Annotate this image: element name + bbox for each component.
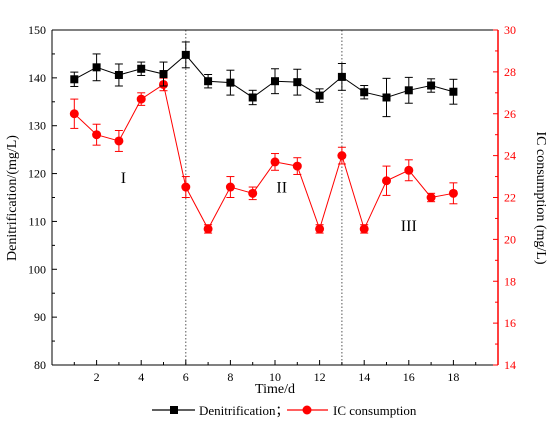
- ic-consumption-point: [315, 224, 325, 234]
- denitrification-point: [337, 72, 346, 81]
- x-tick-label: 18: [447, 370, 459, 384]
- legend-ic-label: IC consumption: [333, 403, 417, 418]
- y-left-tick-label: 140: [28, 71, 46, 85]
- denitrification-point: [271, 77, 279, 86]
- denitrification-series: [70, 41, 458, 118]
- y-right-tick-label: 26: [504, 107, 516, 121]
- ic-consumption-point: [448, 188, 458, 198]
- x-axis-title: Time/d: [255, 382, 295, 397]
- ic-consumption-point: [114, 136, 124, 146]
- y-right-axis-title: IC consumption (mg/L): [533, 132, 548, 265]
- y-left-tick-label: 120: [28, 167, 46, 181]
- x-tick-label: 16: [403, 370, 415, 384]
- denitrification-point: [226, 78, 235, 87]
- denitrification-point: [248, 93, 257, 102]
- ic-consumption-point: [181, 182, 191, 192]
- denitrification-point: [427, 81, 436, 90]
- axes: 2 4 6 8 10 12 14 16 1880901001101201301401501416…: [28, 23, 516, 384]
- y-right-tick-label: 20: [504, 232, 516, 246]
- x-tick-label: 12: [314, 370, 326, 384]
- denitrification-point: [92, 63, 101, 72]
- ic-consumption-point: [337, 151, 347, 161]
- x-tick-label: 10: [269, 370, 281, 384]
- legend-ic-marker: [302, 405, 312, 415]
- ic-consumption-point: [136, 94, 146, 104]
- denitrification-point: [204, 77, 213, 86]
- ic-consumption-point: [225, 182, 235, 192]
- x-tick-label: 2: [94, 370, 100, 384]
- ic-consumption-point: [69, 109, 79, 119]
- y-left-tick-label: 130: [28, 119, 46, 133]
- y-right-tick-label: 30: [504, 23, 516, 37]
- x-tick-label: 4: [138, 370, 144, 384]
- ic-consumption-point: [203, 224, 213, 234]
- denitrification-point: [181, 50, 190, 59]
- y-left-axis-title: Denitrification/(mg/L): [5, 135, 20, 261]
- ic-consumption-point: [292, 161, 302, 171]
- legend-denitrification-marker: [170, 406, 178, 414]
- denitrification-point: [449, 87, 458, 96]
- denitrification-point: [315, 91, 324, 100]
- denitrification-point: [159, 70, 168, 79]
- y-left-tick-label: 150: [28, 23, 46, 37]
- ic-consumption-point: [359, 224, 369, 234]
- x-tick-label: 6: [183, 370, 189, 384]
- legend: Denitrification； IC consumption: [152, 403, 417, 419]
- y-right-tick-label: 24: [504, 149, 516, 163]
- y-left-tick-label: 100: [28, 262, 46, 276]
- y-left-tick-label: 90: [34, 310, 46, 324]
- denitrification-point: [382, 93, 391, 102]
- phase-label: III: [401, 218, 417, 235]
- phase-label: II: [276, 180, 287, 197]
- ic-consumption-point: [404, 165, 414, 175]
- y-right-tick-label: 22: [504, 191, 516, 205]
- ic-consumption-point: [248, 188, 258, 198]
- denitrification-point: [137, 64, 146, 73]
- ic-consumption-point: [426, 193, 436, 202]
- denitrification-point: [70, 75, 79, 84]
- x-tick-label: 8: [227, 370, 233, 384]
- denitrification-point: [360, 88, 369, 97]
- legend-denitrification-label: Denitrification；: [199, 403, 289, 419]
- phase-label: I: [121, 170, 126, 187]
- y-right-tick-label: 18: [504, 274, 516, 288]
- y-right-tick-label: 28: [504, 65, 516, 79]
- x-tick-label: 14: [358, 370, 370, 384]
- y-left-tick-label: 110: [28, 214, 46, 228]
- denitrification-point: [293, 78, 302, 87]
- ic-consumption-point: [270, 157, 280, 167]
- ic-consumption-point: [92, 130, 102, 140]
- ic-consumption-point: [382, 176, 391, 186]
- y-left-tick-label: 80: [34, 358, 46, 372]
- y-right-tick-label: 16: [504, 316, 516, 330]
- denitrification-point: [404, 86, 413, 95]
- y-right-tick-label: 14: [504, 358, 516, 372]
- denitrification-point: [114, 70, 123, 79]
